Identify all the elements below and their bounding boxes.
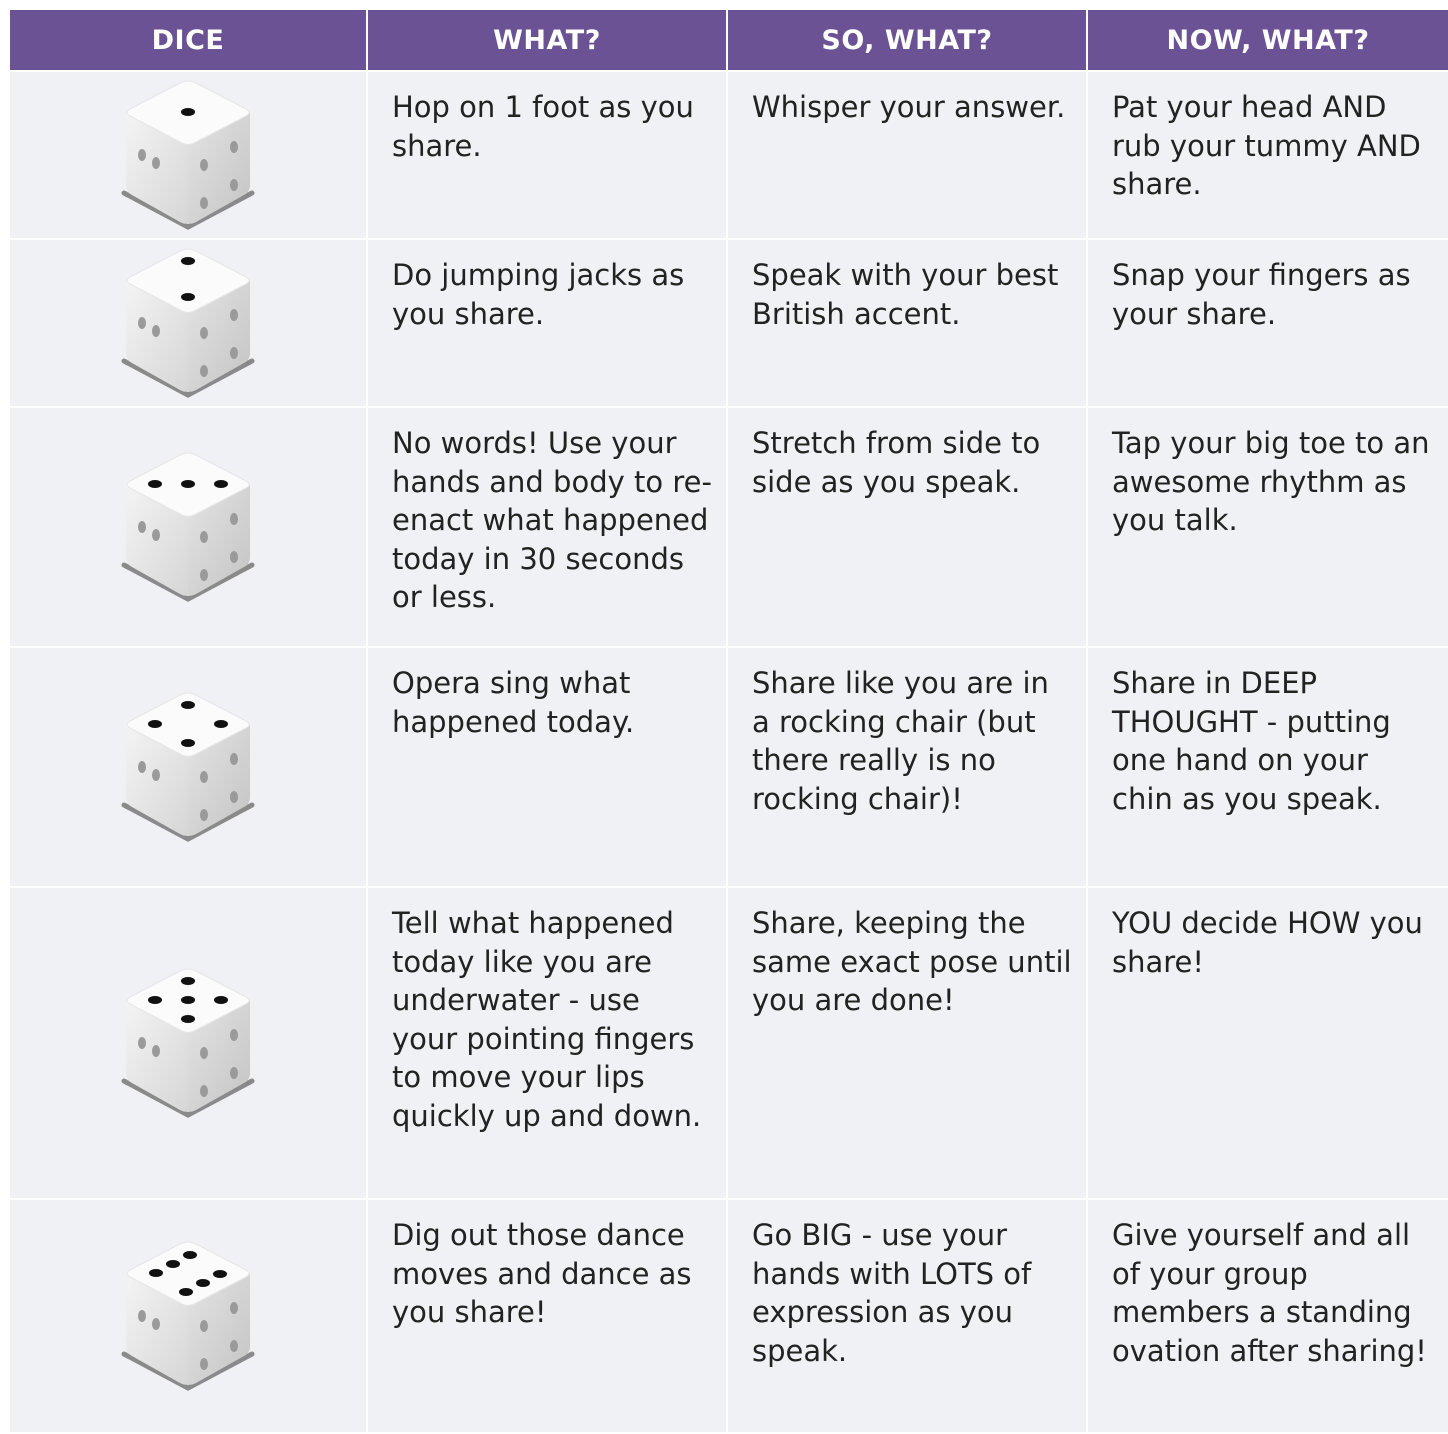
- cell: Go BIG - use your hands with LOTS of exp…: [728, 1200, 1088, 1434]
- die-icon: [118, 75, 258, 235]
- dice-cell: [10, 648, 368, 888]
- die-icon: [118, 687, 258, 847]
- cell: Snap your fingers as your share.: [1088, 240, 1448, 408]
- cell: Share, keeping the same exact pose until…: [728, 888, 1088, 1200]
- cell: Give yourself and all of your group memb…: [1088, 1200, 1448, 1434]
- cell: Stretch from side to side as you speak.: [728, 408, 1088, 648]
- dice-cell: [10, 72, 368, 240]
- die-icon: [118, 447, 258, 607]
- dice-cell: [10, 408, 368, 648]
- die-icon: [118, 243, 258, 403]
- cell: No words! Use your hands and body to re-…: [368, 408, 728, 648]
- cell: Tell what happened today like you are un…: [368, 888, 728, 1200]
- dice-cell: [10, 1200, 368, 1434]
- row: Tell what happened today like you are un…: [10, 888, 1448, 1200]
- row: Dig out those dance moves and dance as y…: [10, 1200, 1448, 1434]
- header-cell: DICE: [10, 10, 368, 72]
- row: Do jumping jacks as you share. Speak wit…: [10, 240, 1448, 408]
- dice-cell: [10, 888, 368, 1200]
- cell: YOU decide HOW you share!: [1088, 888, 1448, 1200]
- row: Hop on 1 foot as you share. Whisper your…: [10, 72, 1448, 240]
- header-cell: NOW, WHAT?: [1088, 10, 1448, 72]
- header-cell: SO, WHAT?: [728, 10, 1088, 72]
- die-icon: [118, 963, 258, 1123]
- cell: Do jumping jacks as you share.: [368, 240, 728, 408]
- row: Opera sing what happened today. Share li…: [10, 648, 1448, 888]
- dice-cell: [10, 240, 368, 408]
- header-cell: WHAT?: [368, 10, 728, 72]
- header-row: DICE WHAT? SO, WHAT? NOW, WHAT?: [10, 10, 1448, 72]
- cell: Dig out those dance moves and dance as y…: [368, 1200, 728, 1434]
- die-icon: [118, 1236, 258, 1396]
- cell: Pat your head AND rub your tummy AND sha…: [1088, 72, 1448, 240]
- cell: Share like you are in a rocking chair (b…: [728, 648, 1088, 888]
- cell: Tap your big toe to an awesome rhythm as…: [1088, 408, 1448, 648]
- cell: Share in DEEP THOUGHT - putting one hand…: [1088, 648, 1448, 888]
- cell: Whisper your answer.: [728, 72, 1088, 240]
- dice-table: DICE WHAT? SO, WHAT? NOW, WHAT? Hop on 1…: [10, 10, 1448, 1434]
- cell: Opera sing what happened today.: [368, 648, 728, 888]
- cell: Hop on 1 foot as you share.: [368, 72, 728, 240]
- cell: Speak with your best British accent.: [728, 240, 1088, 408]
- row: No words! Use your hands and body to re-…: [10, 408, 1448, 648]
